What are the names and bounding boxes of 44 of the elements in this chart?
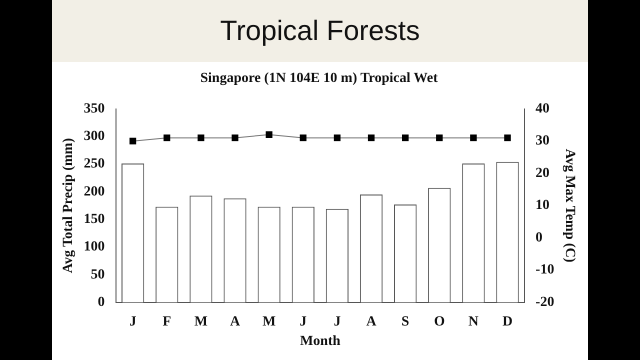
point xyxy=(266,131,272,138)
y-tick-label: 300 xyxy=(84,129,105,144)
point xyxy=(436,134,443,142)
x-tick-label: O xyxy=(434,314,445,330)
x-axis-title: Month xyxy=(300,334,341,350)
y-tick-label: 0 xyxy=(98,295,105,310)
point xyxy=(402,134,409,142)
y2-axis-title: Avg Max Temp (C) xyxy=(562,148,577,263)
y2-tick-label: 0 xyxy=(536,230,543,246)
point xyxy=(130,138,136,144)
y-tick-label: 350 xyxy=(84,101,105,116)
x-tick-label: D xyxy=(502,314,513,330)
y-axis-title: Avg Total Precip (mm) xyxy=(61,138,76,274)
x-tick-label: N xyxy=(468,314,479,330)
x-tick-label: M xyxy=(262,314,276,330)
point xyxy=(470,134,477,142)
y2-tick-label: -20 xyxy=(536,295,554,310)
x-tick-label: J xyxy=(300,314,307,330)
x-tick-label: S xyxy=(401,314,410,330)
point xyxy=(334,134,341,142)
x-tick-label: A xyxy=(230,314,241,330)
point xyxy=(232,134,238,142)
y-tick-label: 50 xyxy=(90,267,105,282)
chart-title: Tropical Forests xyxy=(52,0,588,62)
y-tick-label: 100 xyxy=(84,240,105,255)
x-tick-label: M xyxy=(194,314,208,330)
y-tick-label: 250 xyxy=(84,156,105,172)
point xyxy=(164,134,170,142)
y-tick-label: 200 xyxy=(84,184,105,200)
point xyxy=(198,134,204,142)
x-tick-label: A xyxy=(366,314,378,330)
y2-tick-label: -10 xyxy=(536,262,554,278)
point xyxy=(504,134,511,142)
y2-tick-label: 30 xyxy=(536,134,550,149)
y2-tick-label: 10 xyxy=(536,198,550,214)
y-tick-label: 150 xyxy=(84,212,105,228)
x-tick-label: J xyxy=(334,314,341,330)
point xyxy=(368,134,375,142)
y2-tick-label: 20 xyxy=(536,166,550,181)
x-tick-label: J xyxy=(129,314,136,330)
point xyxy=(300,134,306,142)
y2-tick-label: 40 xyxy=(536,101,550,116)
x-tick-label: F xyxy=(162,314,172,330)
chart-subtitle: Singapore (1N 104E 10 m) Tropical Wet xyxy=(200,71,438,86)
